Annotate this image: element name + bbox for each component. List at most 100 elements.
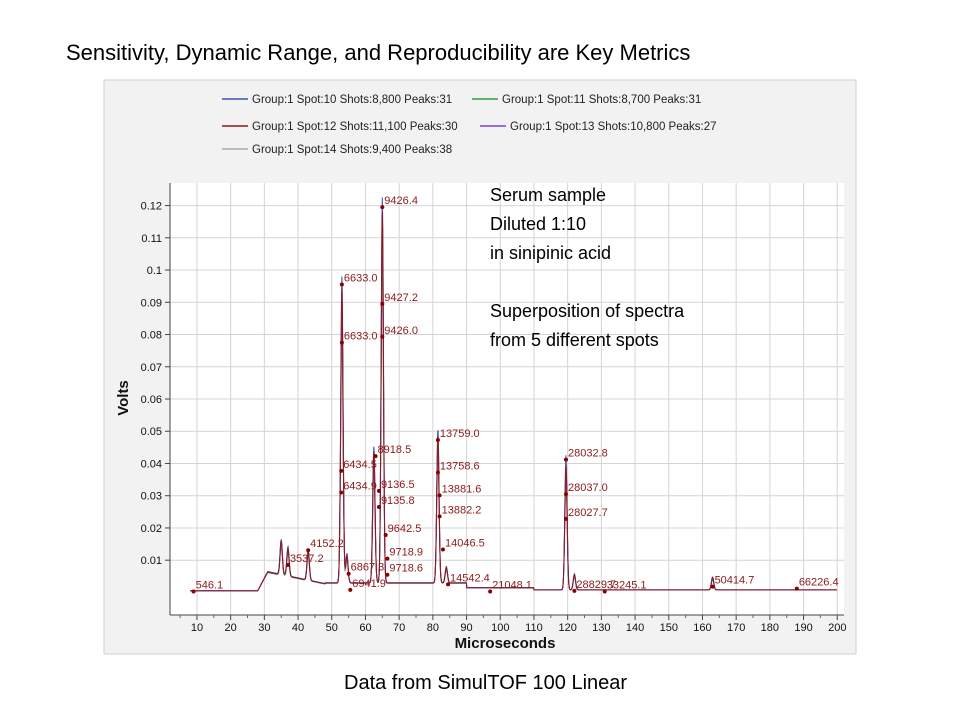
legend: Group:1 Spot:10 Shots:8,800 Peaks:31 Grou… [222, 94, 717, 156]
y-axis-label: Volts [115, 380, 132, 416]
peak-marker [446, 582, 451, 587]
peak-marker [563, 516, 568, 521]
peak-marker [563, 492, 568, 497]
peak-marker [440, 547, 445, 552]
y-tick-label: 0.11 [141, 233, 162, 245]
x-axis-label: Microseconds [455, 635, 556, 652]
y-tick-label: 0.03 [141, 491, 162, 503]
peak-label: 13881.6 [442, 483, 482, 495]
peak-marker [572, 588, 577, 593]
axes: 0.01 0.02 0.03 0.04 0.05 0.06 0.07 0.08 0.09 0.1 0… [141, 183, 846, 634]
legend-entry-4: Group:1 Spot:13 Shots:10,800 Peaks:27 [510, 121, 717, 133]
peak-marker [710, 584, 715, 589]
x-tick-label: 180 [761, 622, 779, 634]
x-tick-label: 30 [258, 622, 270, 634]
peak-marker [380, 334, 385, 339]
peak-marker [437, 493, 442, 498]
peak-label: 9642.5 [388, 523, 422, 535]
y-tick-label: 0.04 [141, 458, 162, 470]
peak-label: 4152.2 [310, 538, 344, 550]
peak-marker [383, 533, 388, 538]
x-tick-label: 20 [225, 622, 237, 634]
x-tick-label: 40 [292, 622, 304, 634]
peak-label: 50414.7 [715, 575, 755, 587]
series-lines [190, 197, 837, 592]
note-line-6: from 5 different spots [490, 330, 659, 350]
y-tick-label: 0.02 [141, 523, 162, 535]
x-tick-label: 170 [727, 622, 745, 634]
peak-marker [306, 548, 311, 553]
series-line-3 [190, 212, 837, 592]
x-tick-label: 120 [558, 622, 576, 634]
x-tick-label: 80 [427, 622, 439, 634]
peak-marker [380, 301, 385, 306]
y-tick-label: 0.08 [141, 330, 162, 342]
legend-entry-3: Group:1 Spot:12 Shots:11,100 Peaks:30 [252, 121, 458, 133]
peak-label: 9426.4 [384, 195, 418, 207]
peak-marker [385, 556, 390, 561]
peak-marker [339, 490, 344, 495]
x-tick-label: 110 [525, 622, 543, 634]
peak-label: 9135.8 [381, 495, 415, 507]
note-line-5: Superposition of spectra [490, 301, 685, 321]
note-line-3: in sinipinic acid [490, 243, 612, 263]
peak-marker [339, 282, 344, 287]
peak-label: 9136.5 [381, 479, 415, 491]
peak-marker [373, 454, 378, 459]
x-tick-label: 100 [491, 622, 509, 634]
peak-label: 6434.9 [343, 480, 377, 492]
peak-marker [385, 572, 390, 577]
peak-label: 14542.4 [450, 572, 490, 584]
y-tick-label: 0.12 [141, 201, 162, 213]
peak-label: 28032.8 [568, 448, 608, 460]
peak-marker [488, 589, 493, 594]
peak-annotations: 546.1 3537.2 4152.2 6633.0 6633.0 6434.5 6434.… [191, 195, 839, 594]
peak-label: 3537.2 [290, 553, 324, 565]
peak-marker [346, 571, 351, 576]
peak-marker [339, 468, 344, 473]
peak-label: 9427.2 [384, 292, 418, 304]
peak-marker [285, 563, 290, 568]
peak-label: 6941.9 [352, 578, 386, 590]
peak-marker [794, 586, 799, 591]
x-tick-label: 160 [693, 622, 711, 634]
y-tick-label: 0.01 [141, 555, 162, 567]
peak-label: 28037.0 [568, 482, 608, 494]
x-tick-label: 190 [794, 622, 812, 634]
x-tick-label: 150 [660, 622, 678, 634]
peak-label: 28027.7 [568, 507, 608, 519]
peak-label: 66226.4 [799, 577, 839, 589]
legend-entry-1: Group:1 Spot:10 Shots:8,800 Peaks:31 [252, 94, 452, 106]
x-tick-label: 200 [828, 622, 846, 634]
peak-marker [339, 340, 344, 345]
y-tick-label: 0.1 [147, 265, 162, 277]
peak-marker [602, 589, 607, 594]
legend-entry-2: Group:1 Spot:11 Shots:8,700 Peaks:31 [502, 94, 701, 106]
peak-marker [563, 457, 568, 462]
peak-label: 6434.5 [343, 459, 377, 471]
peak-marker [435, 470, 440, 475]
peak-marker [191, 589, 196, 594]
peak-label: 8918.5 [378, 444, 412, 456]
x-tick-label: 60 [359, 622, 371, 634]
peak-marker [376, 488, 381, 493]
x-tick-label: 50 [326, 622, 338, 634]
peak-label: 13759.0 [440, 428, 480, 440]
peak-label: 13882.2 [442, 504, 482, 516]
peak-marker [348, 587, 353, 592]
peak-label: 21048.1 [492, 579, 532, 591]
peak-label: 14046.5 [445, 538, 485, 550]
x-tick-label: 90 [460, 622, 472, 634]
peak-label: 6867.3 [351, 562, 385, 574]
peak-label: 9718.9 [389, 547, 423, 559]
peak-label: 28829.7 [576, 579, 616, 591]
peak-marker [376, 505, 381, 509]
y-tick-label: 0.07 [141, 362, 162, 374]
slide-title: Sensitivity, Dynamic Range, and Reproduc… [66, 40, 691, 65]
y-tick-label: 0.09 [141, 297, 162, 309]
note-line-1: Serum sample [490, 185, 607, 205]
x-tick-label: 70 [393, 622, 405, 634]
y-tick-label: 0.05 [141, 426, 162, 438]
peak-marker [437, 514, 442, 519]
peak-label: 546.1 [196, 579, 224, 591]
